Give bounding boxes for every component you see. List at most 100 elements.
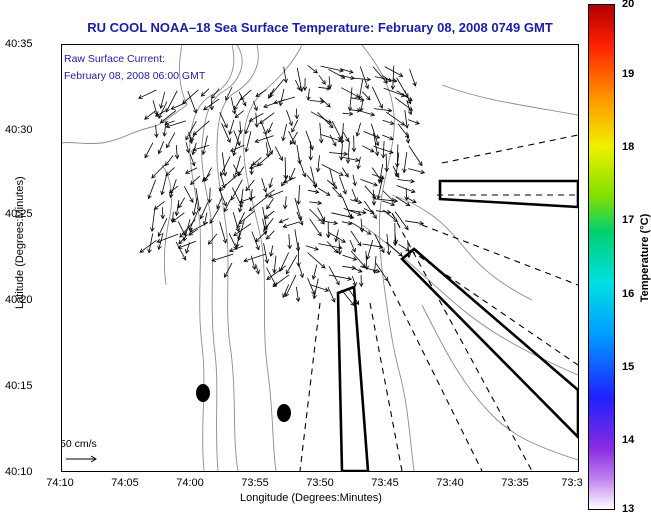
current-vector-head	[392, 78, 398, 83]
current-vector-head	[419, 220, 425, 226]
current-vector	[283, 66, 287, 83]
current-vector-head	[371, 201, 377, 206]
current-vector	[169, 179, 177, 198]
current-vector-head	[345, 159, 351, 164]
current-vector	[357, 156, 361, 169]
current-vector	[342, 112, 353, 115]
current-vector	[363, 200, 377, 219]
current-vector-head	[355, 157, 360, 163]
current-vector	[363, 208, 375, 214]
current-vector-head	[320, 263, 326, 269]
current-vector	[273, 255, 277, 273]
current-vector-head	[295, 297, 301, 303]
current-vector-head	[412, 81, 417, 87]
current-vector-head	[174, 154, 180, 160]
current-vector-head	[231, 109, 237, 115]
current-vector	[183, 186, 194, 203]
current-vector-head	[245, 186, 250, 192]
current-vector	[203, 98, 220, 111]
current-vector-head	[384, 276, 389, 282]
sst-map-panel[interactable]: Raw Surface Current: February 08, 2008 0…	[61, 44, 579, 472]
current-vector-head	[281, 181, 286, 187]
current-vector	[373, 189, 375, 206]
current-vector	[296, 67, 303, 92]
current-vector	[245, 179, 255, 191]
current-vector-head	[182, 256, 187, 261]
current-vector-head	[350, 301, 355, 307]
current-vector-head	[342, 189, 347, 195]
current-vector	[189, 222, 208, 233]
current-vector-head	[191, 161, 196, 167]
xtick-label: 73:3	[561, 477, 583, 489]
current-vector-head	[154, 133, 159, 139]
colorbar-label: Temperature (°C)	[639, 213, 651, 303]
current-vector-head	[393, 217, 398, 223]
current-vector-head	[347, 276, 353, 281]
current-vector	[365, 251, 368, 270]
current-vector	[266, 198, 274, 210]
current-vector	[342, 157, 360, 161]
current-vector	[348, 289, 360, 305]
current-vector-head	[201, 177, 207, 182]
current-vector	[319, 122, 322, 143]
current-vector-head	[301, 172, 307, 178]
current-vector	[253, 100, 258, 111]
current-vector-head	[333, 220, 339, 226]
current-vector-head	[339, 156, 344, 161]
current-vector-head	[269, 252, 274, 257]
current-vector	[405, 188, 408, 201]
current-vector	[394, 211, 409, 230]
colorbar-tick: 16	[622, 288, 635, 300]
current-vector	[298, 157, 306, 177]
current-vector	[310, 284, 329, 292]
current-vector-head	[165, 107, 170, 113]
current-vector	[256, 152, 273, 167]
current-vector	[265, 189, 275, 197]
current-vector-head	[192, 131, 198, 136]
current-vector-head	[207, 198, 212, 204]
current-vector-head	[160, 214, 165, 220]
current-vector	[350, 230, 362, 247]
current-vector	[342, 254, 357, 261]
current-vector-head	[345, 137, 350, 143]
current-vector	[363, 131, 380, 139]
current-vector	[279, 218, 289, 223]
current-vector	[216, 197, 222, 209]
current-vector	[307, 65, 318, 74]
current-vector	[264, 210, 275, 219]
current-vector	[371, 173, 385, 179]
current-vector	[379, 164, 384, 184]
current-vector-head	[283, 78, 288, 84]
current-vector	[255, 89, 267, 97]
current-vector-head	[255, 237, 260, 243]
current-vector	[329, 152, 348, 155]
current-vector-head	[244, 147, 249, 153]
current-vector	[270, 245, 274, 257]
current-vector-head	[352, 256, 358, 261]
current-vector	[408, 168, 425, 174]
current-vector-head	[253, 106, 258, 112]
current-vector-head	[366, 77, 372, 82]
current-vector	[340, 68, 354, 73]
colorbar-tick: 18	[622, 141, 635, 153]
current-vector	[375, 210, 391, 213]
current-vector-head	[355, 300, 360, 306]
current-vector-head	[404, 196, 409, 201]
current-vector	[212, 253, 234, 262]
current-vector-head	[159, 118, 165, 124]
current-vector	[188, 210, 199, 231]
current-vector-head	[331, 297, 336, 303]
current-vector	[375, 263, 389, 282]
current-vector-head	[259, 119, 264, 125]
current-vector-head	[272, 282, 278, 287]
current-vector	[317, 155, 320, 172]
current-vector	[255, 263, 260, 274]
current-vector-head	[202, 221, 208, 226]
current-vector	[158, 141, 165, 154]
current-vector	[309, 100, 324, 103]
lane-southeast	[400, 247, 578, 439]
current-vector-head	[189, 198, 194, 204]
current-vector-head	[356, 164, 361, 170]
current-vector-head	[174, 211, 180, 217]
current-vector	[382, 75, 392, 82]
